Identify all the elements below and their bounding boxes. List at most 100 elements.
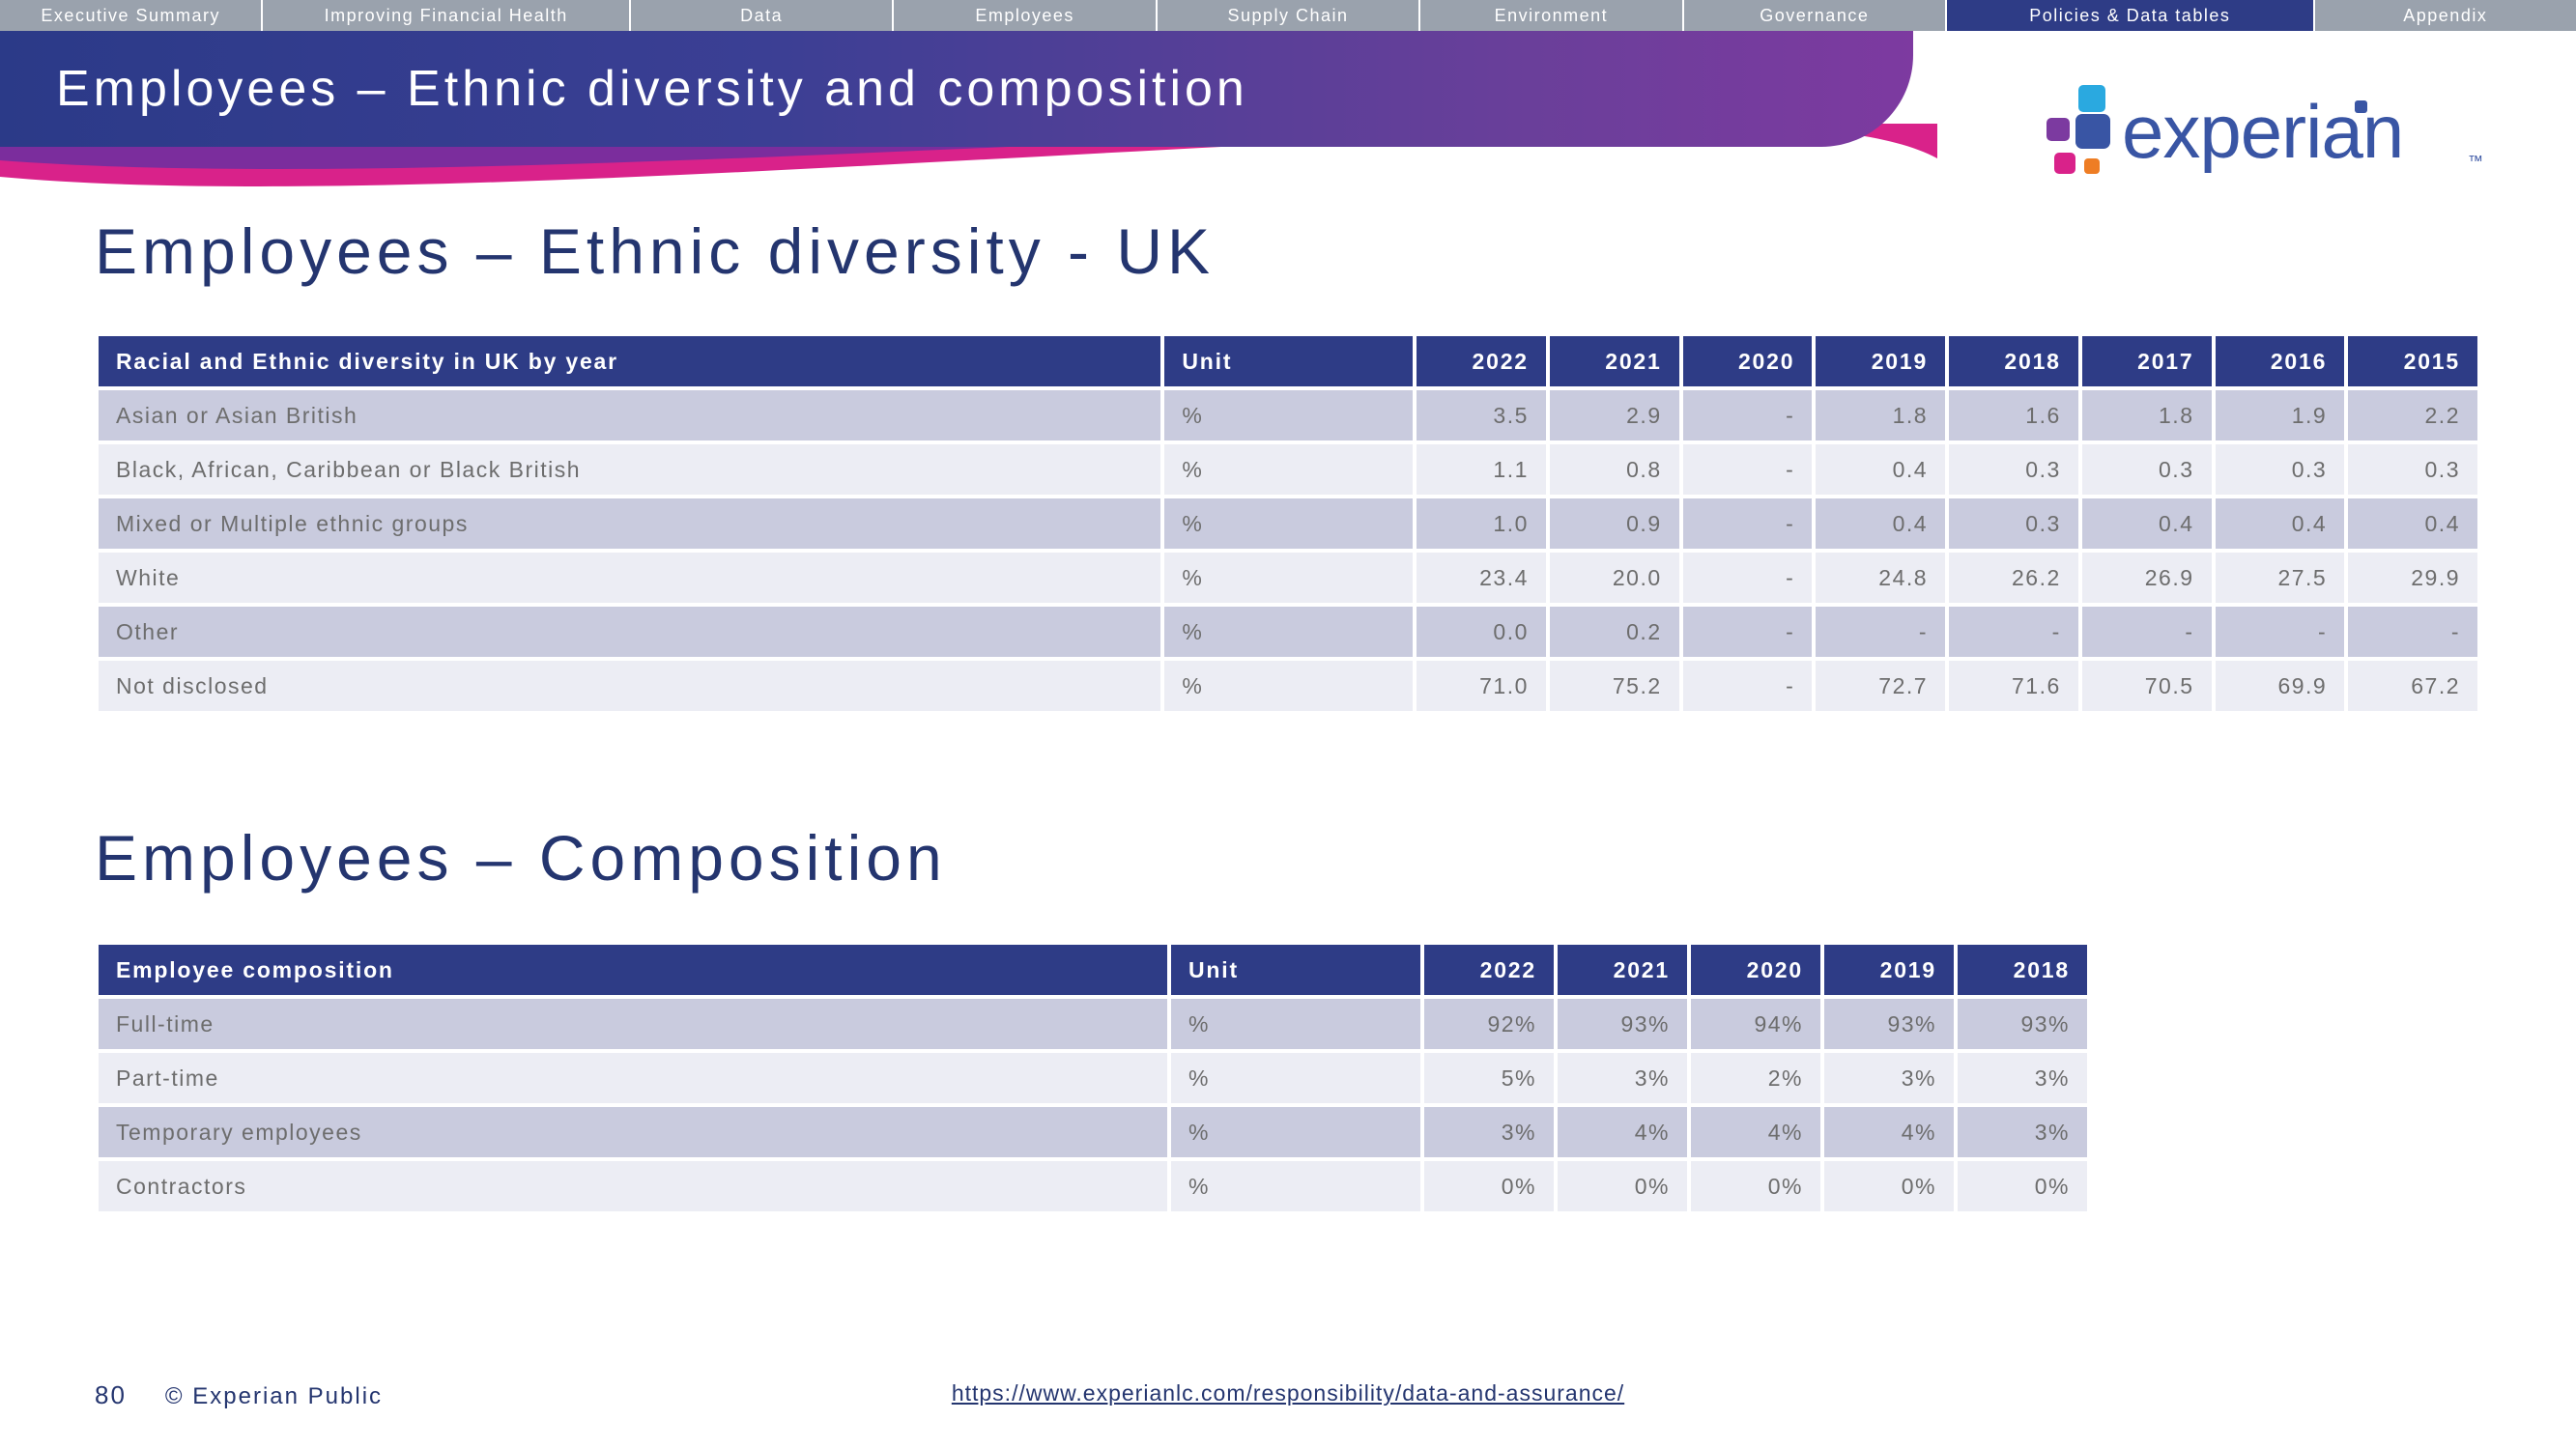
- row-unit: %: [1171, 999, 1420, 1049]
- row-value: 3.5: [1417, 390, 1546, 440]
- t1-year-2: 2020: [1683, 336, 1813, 386]
- row-value: -: [2082, 607, 2212, 657]
- t1-year-7: 2015: [2348, 336, 2477, 386]
- row-value: 0%: [1824, 1161, 1954, 1211]
- row-value: 2.9: [1550, 390, 1679, 440]
- t1-year-5: 2017: [2082, 336, 2212, 386]
- row-value: -: [2216, 607, 2345, 657]
- row-value: 26.9: [2082, 553, 2212, 603]
- row-value: 93%: [1958, 999, 2087, 1049]
- row-value: 71.6: [1949, 661, 2078, 711]
- row-value: 1.8: [2082, 390, 2212, 440]
- table-row: Part-time%5%3%2%3%3%: [99, 1053, 2087, 1103]
- row-value: 0%: [1958, 1161, 2087, 1211]
- row-unit: %: [1164, 553, 1413, 603]
- row-value: 4%: [1824, 1107, 1954, 1157]
- row-value: -: [2348, 607, 2477, 657]
- row-value: 72.7: [1816, 661, 1945, 711]
- table-row: Black, African, Caribbean or Black Briti…: [99, 444, 2477, 495]
- row-value: 0.2: [1550, 607, 1679, 657]
- row-value: 0.9: [1550, 498, 1679, 549]
- table-composition: Employee composition Unit 2022 2021 2020…: [95, 941, 2091, 1215]
- row-value: 1.0: [1417, 498, 1546, 549]
- row-value: 92%: [1424, 999, 1554, 1049]
- t1-year-0: 2022: [1417, 336, 1546, 386]
- row-value: 1.8: [1816, 390, 1945, 440]
- row-value: 0.3: [1949, 444, 2078, 495]
- row-value: 3%: [1958, 1053, 2087, 1103]
- row-value: 0.3: [1949, 498, 2078, 549]
- row-value: 29.9: [2348, 553, 2477, 603]
- row-value: -: [1683, 444, 1813, 495]
- row-value: 0.4: [2348, 498, 2477, 549]
- tab-employees[interactable]: Employees: [892, 0, 1155, 31]
- row-unit: %: [1164, 390, 1413, 440]
- tab-appendix[interactable]: Appendix: [2313, 0, 2576, 31]
- row-value: 3%: [1824, 1053, 1954, 1103]
- row-value: -: [1683, 390, 1813, 440]
- row-value: 1.1: [1417, 444, 1546, 495]
- table-row: Asian or Asian British%3.52.9-1.81.61.81…: [99, 390, 2477, 440]
- experian-logo: experian ™: [2046, 85, 2501, 191]
- row-label: Not disclosed: [99, 661, 1160, 711]
- row-label: White: [99, 553, 1160, 603]
- banner-title: Employees – Ethnic diversity and composi…: [56, 60, 1248, 118]
- row-value: 70.5: [2082, 661, 2212, 711]
- t2-year-0: 2022: [1424, 945, 1554, 995]
- row-value: 0.4: [2082, 498, 2212, 549]
- row-value: 71.0: [1417, 661, 1546, 711]
- row-unit: %: [1164, 498, 1413, 549]
- row-value: 0%: [1424, 1161, 1554, 1211]
- logo-tm: ™: [2468, 154, 2483, 170]
- row-label: Asian or Asian British: [99, 390, 1160, 440]
- row-value: 0%: [1691, 1161, 1820, 1211]
- row-value: 93%: [1558, 999, 1687, 1049]
- tab-environment[interactable]: Environment: [1418, 0, 1681, 31]
- table-row: White%23.420.0-24.826.226.927.529.9: [99, 553, 2477, 603]
- t1-header-label: Racial and Ethnic diversity in UK by yea…: [99, 336, 1160, 386]
- row-value: 5%: [1424, 1053, 1554, 1103]
- row-unit: %: [1171, 1161, 1420, 1211]
- copyright: © Experian Public: [165, 1383, 383, 1410]
- t2-year-3: 2019: [1824, 945, 1954, 995]
- row-unit: %: [1164, 661, 1413, 711]
- table-row: Temporary employees%3%4%4%4%3%: [99, 1107, 2087, 1157]
- tab-governance[interactable]: Governance: [1682, 0, 1945, 31]
- banner: Employees – Ethnic diversity and composi…: [0, 31, 1913, 147]
- t2-year-1: 2021: [1558, 945, 1687, 995]
- row-value: 0.3: [2082, 444, 2212, 495]
- row-unit: %: [1171, 1053, 1420, 1103]
- row-value: -: [1683, 498, 1813, 549]
- row-value: 2%: [1691, 1053, 1820, 1103]
- table-row: Other%0.00.2------: [99, 607, 2477, 657]
- tab-policies-data[interactable]: Policies & Data tables: [1945, 0, 2313, 31]
- t1-year-4: 2018: [1949, 336, 2078, 386]
- row-value: 20.0: [1550, 553, 1679, 603]
- t1-header-unit: Unit: [1164, 336, 1413, 386]
- row-label: Other: [99, 607, 1160, 657]
- row-value: 23.4: [1417, 553, 1546, 603]
- row-label: Full-time: [99, 999, 1167, 1049]
- row-unit: %: [1164, 607, 1413, 657]
- section2-title: Employees – Composition: [95, 821, 2481, 895]
- t1-year-3: 2019: [1816, 336, 1945, 386]
- footer-link[interactable]: https://www.experianlc.com/responsibilit…: [952, 1380, 1624, 1406]
- t2-year-4: 2018: [1958, 945, 2087, 995]
- top-nav: Executive Summary Improving Financial He…: [0, 0, 2576, 31]
- row-value: -: [1683, 661, 1813, 711]
- tab-executive-summary[interactable]: Executive Summary: [0, 0, 261, 31]
- row-value: -: [1816, 607, 1945, 657]
- tab-improving-financial[interactable]: Improving Financial Health: [261, 0, 629, 31]
- t2-header-unit: Unit: [1171, 945, 1420, 995]
- tab-data[interactable]: Data: [629, 0, 892, 31]
- row-value: 0.4: [1816, 444, 1945, 495]
- tab-supply-chain[interactable]: Supply Chain: [1156, 0, 1418, 31]
- table-row: Not disclosed%71.075.2-72.771.670.569.96…: [99, 661, 2477, 711]
- content: Employees – Ethnic diversity - UK Racial…: [0, 214, 2576, 1215]
- row-label: Part-time: [99, 1053, 1167, 1103]
- row-value: -: [1949, 607, 2078, 657]
- section1-title: Employees – Ethnic diversity - UK: [95, 214, 2481, 288]
- row-value: 26.2: [1949, 553, 2078, 603]
- row-value: 0.4: [2216, 498, 2345, 549]
- table-row: Contractors%0%0%0%0%0%: [99, 1161, 2087, 1211]
